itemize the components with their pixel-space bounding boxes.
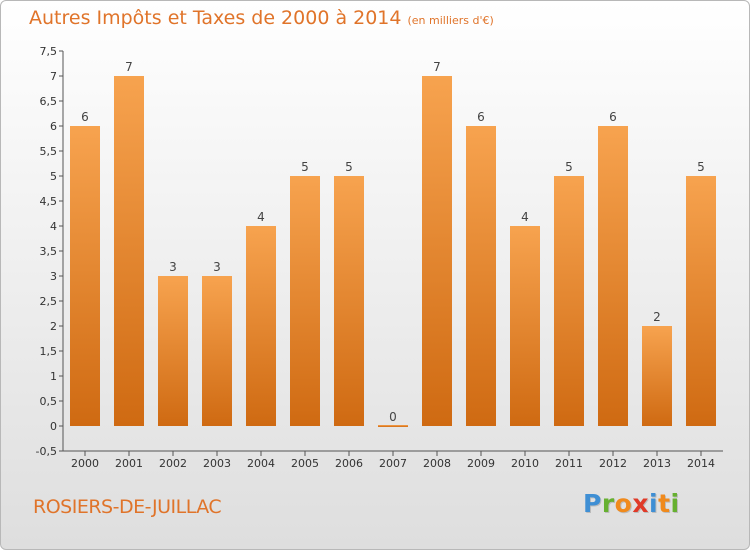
logo-letter: i (649, 489, 659, 518)
chart-title: Autres Impôts et Taxes de 2000 à 2014 (en… (29, 7, 494, 29)
bar (466, 126, 496, 426)
logo-letter: r (601, 489, 615, 518)
x-tick-label: 2003 (203, 457, 231, 470)
bar (642, 326, 672, 426)
bar (114, 76, 144, 426)
y-tick-label: 1 (50, 370, 57, 383)
x-tick-label: 2008 (423, 457, 451, 470)
bar (334, 176, 364, 426)
x-tick-label: 2009 (467, 457, 495, 470)
y-tick-label: -0,5 (36, 445, 57, 458)
y-tick-label: 2,5 (40, 295, 58, 308)
bar-value-label: 6 (477, 110, 485, 124)
bar-value-label: 5 (301, 160, 309, 174)
bar-value-label: 5 (565, 160, 573, 174)
y-tick-label: 7,5 (40, 45, 58, 58)
logo-letter: P (583, 489, 602, 518)
y-tick-label: 5,5 (40, 145, 58, 158)
x-tick-label: 2010 (511, 457, 539, 470)
x-tick-label: 2011 (555, 457, 583, 470)
bar-value-label: 5 (345, 160, 353, 174)
y-tick-label: 5 (50, 170, 57, 183)
place-name: ROSIERS-DE-JUILLAC (33, 496, 222, 518)
x-tick-label: 2012 (599, 457, 627, 470)
bar (554, 176, 584, 426)
x-tick-label: 2005 (291, 457, 319, 470)
bar (290, 176, 320, 426)
bar (158, 276, 188, 426)
y-tick-label: 7 (50, 70, 57, 83)
bar (378, 425, 408, 427)
logo-letter: i (670, 489, 680, 518)
bar (246, 226, 276, 426)
y-tick-label: 2 (50, 320, 57, 333)
x-tick-label: 2014 (687, 457, 715, 470)
y-tick-label: 0 (50, 420, 57, 433)
x-tick-label: 2002 (159, 457, 187, 470)
bar-value-label: 3 (213, 260, 221, 274)
x-tick-label: 2007 (379, 457, 407, 470)
y-tick-label: 3 (50, 270, 57, 283)
x-tick-label: 2006 (335, 457, 363, 470)
chart-title-text: Autres Impôts et Taxes de 2000 à 2014 (29, 7, 402, 29)
bar-value-label: 6 (609, 110, 617, 124)
axes: -0,5 0 0,5 1 1,5 2 2,5 3 3,5 4 4,5 5 5,5 6 6,5 7 7,5 2000… (36, 45, 723, 470)
y-tick-label: 3,5 (40, 245, 58, 258)
bar-value-label: 7 (125, 60, 133, 74)
bar (598, 126, 628, 426)
bar (202, 276, 232, 426)
bars (70, 76, 716, 427)
y-tick-label: 0,5 (40, 395, 58, 408)
proxiti-logo: Proxiti (583, 489, 680, 518)
bar-value-label: 3 (169, 260, 177, 274)
bar-value-label: 7 (433, 60, 441, 74)
bar-value-label: 5 (697, 160, 705, 174)
y-tick-label: 6 (50, 120, 57, 133)
bar-value-label: 0 (389, 410, 397, 424)
y-tick-label: 1,5 (40, 345, 58, 358)
chart-unit: (en milliers d'€) (407, 14, 494, 27)
bar-value-label: 6 (81, 110, 89, 124)
x-tick-label: 2001 (115, 457, 143, 470)
x-tick-label: 2000 (71, 457, 99, 470)
bar-value-label: 4 (257, 210, 265, 224)
bar (686, 176, 716, 426)
bar-value-label: 4 (521, 210, 529, 224)
logo-letter: t (658, 489, 671, 518)
bar-value-label: 2 (653, 310, 661, 324)
y-tick-label: 4 (50, 220, 57, 233)
bar (510, 226, 540, 426)
logo-letter: o (614, 489, 633, 518)
x-tick-label: 2013 (643, 457, 671, 470)
value-labels: 6 7 3 3 4 5 5 0 7 6 4 5 6 2 5 (81, 60, 705, 424)
x-tick-label: 2004 (247, 457, 275, 470)
y-tick-label: 4,5 (40, 195, 58, 208)
bar (422, 76, 452, 426)
bar (70, 126, 100, 426)
logo-letter: x (632, 489, 649, 518)
y-tick-label: 6,5 (40, 95, 58, 108)
